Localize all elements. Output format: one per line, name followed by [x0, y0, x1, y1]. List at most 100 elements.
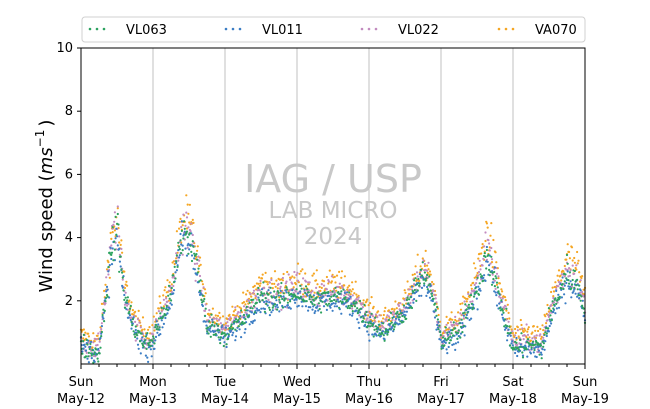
data-point [463, 334, 466, 337]
data-point [253, 311, 256, 314]
data-point [126, 284, 129, 287]
data-point [208, 329, 211, 332]
data-point [384, 306, 387, 309]
data-point [110, 244, 113, 247]
data-point [234, 328, 237, 331]
data-point [505, 326, 508, 330]
data-point [486, 260, 489, 263]
data-point [497, 275, 500, 278]
data-point [524, 334, 527, 337]
data-point [369, 316, 372, 319]
data-point [416, 289, 419, 292]
data-point [544, 329, 547, 332]
data-point [145, 347, 148, 350]
data-point [451, 318, 454, 321]
data-point [254, 297, 257, 300]
data-point [552, 307, 555, 310]
data-point [146, 332, 149, 335]
data-point [140, 332, 143, 335]
data-point [397, 318, 401, 321]
data-point [121, 278, 124, 281]
data-point [179, 232, 182, 236]
data-point [545, 322, 548, 325]
data-point [115, 227, 118, 230]
data-point [260, 277, 264, 280]
data-point [581, 304, 584, 307]
data-point [98, 352, 101, 355]
data-point [172, 289, 176, 292]
data-point [582, 307, 585, 310]
data-point [354, 280, 357, 283]
data-point [288, 306, 291, 309]
data-point [482, 257, 485, 260]
data-point [275, 295, 278, 298]
data-point [190, 259, 194, 263]
data-point [330, 280, 333, 283]
data-point [188, 203, 191, 206]
data-point [110, 257, 113, 261]
data-point [505, 309, 508, 312]
data-point [186, 246, 189, 249]
data-point [379, 334, 382, 338]
data-point [253, 319, 256, 322]
data-point [428, 270, 432, 273]
data-point [177, 241, 180, 244]
data-point [485, 222, 488, 225]
data-point [166, 312, 169, 315]
data-point [434, 309, 437, 312]
data-point [498, 282, 501, 285]
data-point [269, 291, 272, 294]
data-point [189, 230, 192, 233]
data-point [189, 244, 192, 247]
watermark-line2: LAB MICRO [269, 198, 398, 224]
data-point [293, 270, 296, 274]
data-point [557, 285, 560, 288]
data-point [560, 296, 564, 299]
data-point [435, 301, 438, 304]
data-point [87, 351, 90, 354]
data-point [477, 293, 481, 296]
data-point [485, 245, 488, 249]
data-point [316, 283, 319, 286]
data-point [221, 324, 224, 327]
data-point [522, 330, 525, 333]
data-point [315, 269, 318, 272]
y-axis-label-main: Wind speed ( [36, 174, 57, 292]
data-point [448, 341, 451, 345]
data-point [534, 343, 537, 346]
data-point [371, 323, 375, 326]
data-point [330, 293, 333, 296]
data-point [495, 283, 499, 286]
data-point [332, 294, 335, 297]
data-point [539, 337, 543, 340]
data-point [376, 330, 379, 333]
data-point [454, 318, 457, 322]
data-point [125, 308, 128, 311]
data-point [97, 347, 100, 351]
data-point [136, 323, 139, 326]
data-point [361, 302, 364, 305]
data-point [181, 224, 184, 227]
data-point [479, 268, 482, 271]
data-point [534, 346, 538, 349]
data-point [382, 317, 385, 320]
data-point [136, 334, 139, 337]
data-point [168, 307, 171, 310]
data-point [543, 333, 546, 336]
data-point [245, 309, 248, 312]
data-point [188, 248, 191, 251]
data-point [266, 304, 269, 307]
data-point [572, 290, 575, 293]
data-point [220, 326, 223, 329]
data-point [308, 298, 311, 301]
data-point [392, 310, 395, 313]
data-point [96, 343, 99, 347]
data-point [308, 281, 311, 284]
data-point [501, 316, 504, 319]
data-point [351, 281, 354, 284]
data-point [246, 289, 249, 292]
data-point [544, 315, 547, 318]
data-point [153, 347, 156, 350]
data-point [333, 291, 336, 294]
